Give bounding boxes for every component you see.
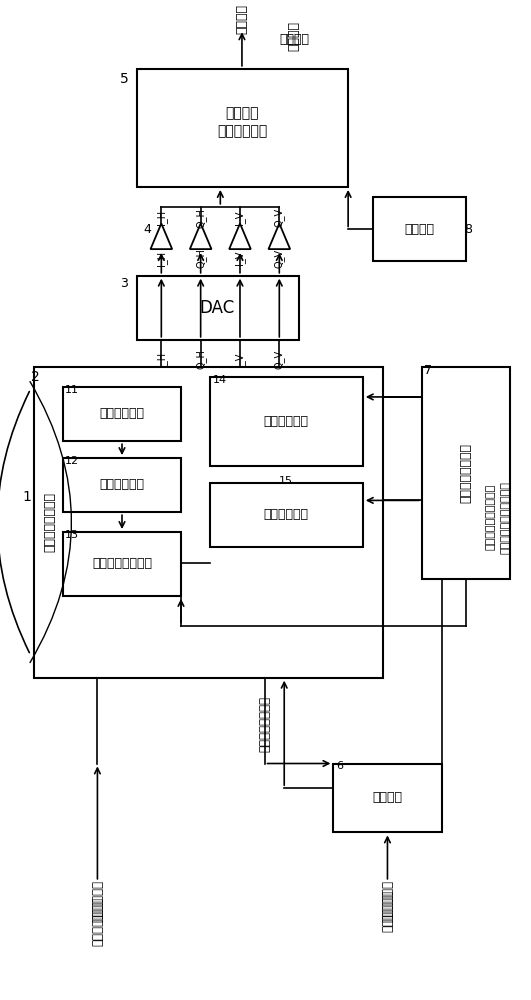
Text: I_H: I_H [156, 210, 167, 225]
Text: Q_V: Q_V [274, 248, 285, 268]
Text: 12: 12 [65, 456, 79, 466]
Text: Q_H: Q_H [195, 350, 206, 369]
Bar [137, 69, 348, 187]
Text: 数字信号处理电路: 数字信号处理电路 [44, 492, 57, 552]
Text: 代码映射电路: 代码映射电路 [99, 478, 144, 491]
Text: 偏振复用: 偏振复用 [225, 106, 259, 120]
Text: 発送输出: 発送输出 [279, 33, 309, 46]
Text: Q_H: Q_H [195, 248, 206, 268]
Text: Q_V: Q_V [274, 350, 285, 369]
Text: 14: 14 [212, 375, 227, 385]
Bar [333, 764, 442, 832]
Text: DAC: DAC [200, 299, 235, 317]
Text: 信号处理设置信号: 信号处理设置信号 [258, 696, 271, 752]
Text: 振幅调节电路: 振幅调节电路 [264, 508, 309, 521]
Text: 3: 3 [120, 277, 128, 290]
Text: 処理切換命令: 処理切換命令 [381, 880, 394, 922]
Text: 5: 5 [120, 72, 129, 86]
Bar [63, 458, 181, 512]
Bar [373, 197, 466, 261]
Bar [63, 387, 181, 441]
Text: Q_V: Q_V [274, 208, 285, 227]
Text: 处理切换命令: 处理切换命令 [381, 890, 394, 932]
Bar [210, 377, 363, 466]
Text: 6: 6 [336, 761, 344, 771]
Text: 控制开始设定时通知信号: 控制开始设定时通知信号 [500, 481, 510, 554]
Text: I_V: I_V [235, 251, 245, 265]
Polygon shape [150, 224, 172, 249]
Text: 15: 15 [279, 476, 293, 486]
Text: 正交光调制器: 正交光调制器 [217, 124, 267, 138]
Text: 控制电路: 控制电路 [372, 791, 402, 804]
Bar [63, 532, 181, 596]
Text: Q_H: Q_H [195, 208, 206, 228]
Text: 2: 2 [31, 370, 39, 384]
Bar [137, 276, 299, 340]
Text: 4: 4 [143, 223, 151, 236]
Text: 载波频率调节电路: 载波频率调节电路 [92, 557, 152, 570]
Text: 1: 1 [23, 490, 31, 504]
Text: I_H: I_H [156, 352, 167, 367]
Text: 13: 13 [65, 530, 79, 540]
Text: I_H: I_H [156, 250, 167, 266]
Polygon shape [269, 224, 290, 249]
Text: I_V: I_V [235, 210, 245, 225]
Text: I_V: I_V [235, 352, 245, 367]
Text: 叠加调制驱动电路: 叠加调制驱动电路 [460, 443, 473, 503]
Bar [210, 483, 363, 547]
Text: 发送光源: 发送光源 [404, 223, 434, 236]
Polygon shape [229, 224, 251, 249]
Text: 8: 8 [464, 223, 472, 236]
Bar [33, 367, 382, 678]
Polygon shape [190, 224, 211, 249]
Text: 7: 7 [424, 364, 432, 377]
Text: 偏振调节电路: 偏振调节电路 [264, 415, 309, 428]
Text: 11: 11 [65, 385, 79, 395]
Text: 控制处理详情通知信号: 控制处理详情通知信号 [486, 484, 496, 550]
Text: 发送输出: 发送输出 [235, 4, 249, 34]
Text: （高速电信号）: （高速电信号） [91, 897, 104, 946]
Text: 发送输出: 发送输出 [288, 21, 301, 51]
Bar [422, 367, 510, 579]
Text: 主信号数据串: 主信号数据串 [91, 880, 104, 922]
Text: 纠错编码电路: 纠错编码电路 [99, 407, 144, 420]
